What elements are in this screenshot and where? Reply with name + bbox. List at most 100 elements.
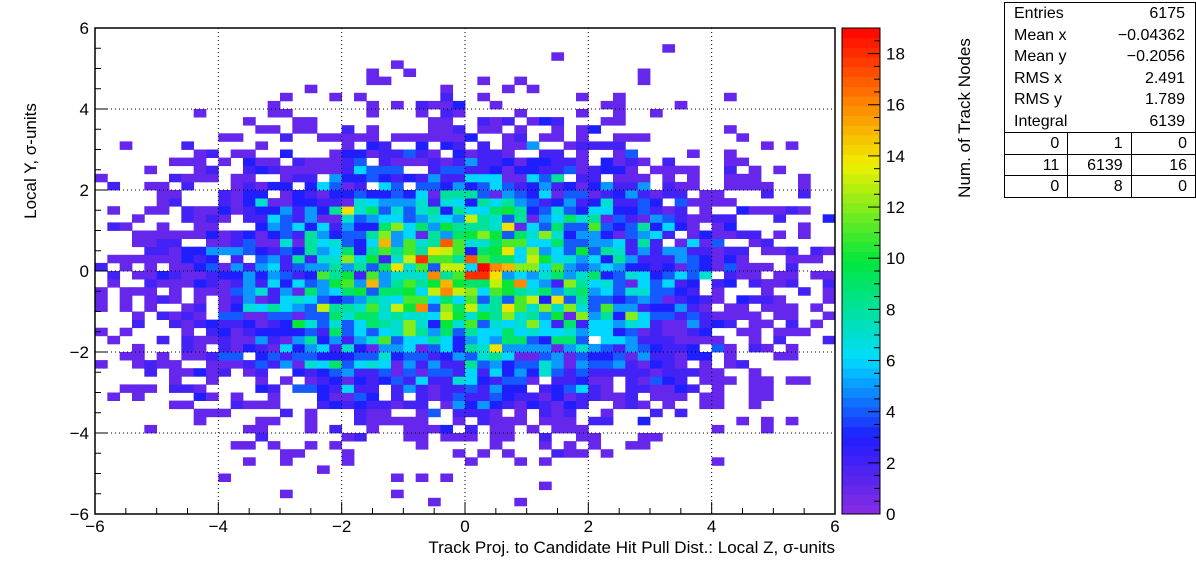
palette-band	[842, 232, 880, 243]
heatmap-cell	[563, 271, 577, 280]
heatmap-cell	[329, 238, 343, 248]
heatmap-cell	[230, 238, 244, 248]
heatmap-cell	[576, 109, 589, 118]
heatmap-cell	[477, 279, 491, 288]
palette-band	[842, 202, 880, 214]
heatmap-cell	[341, 343, 355, 353]
heatmap-cell	[329, 352, 343, 361]
heatmap-cell	[576, 376, 589, 385]
heatmap-cell	[280, 198, 293, 207]
heatmap-cell	[391, 279, 404, 288]
heatmap-cell	[317, 465, 330, 474]
stats-value: 6175	[1149, 5, 1185, 22]
heatmap-cell	[637, 246, 651, 256]
heatmap-cell	[304, 165, 318, 175]
heatmap-cell	[502, 117, 515, 126]
stats-row: RMS y 1.789	[1005, 89, 1195, 111]
heatmap-cell	[440, 165, 454, 175]
heatmap-cell	[526, 271, 540, 280]
heatmap-cell	[687, 214, 700, 223]
heatmap-cell	[378, 400, 392, 410]
heatmap-cell	[292, 352, 306, 361]
x-tick-label: −6	[85, 517, 104, 536]
heatmap-cell	[403, 424, 417, 434]
heatmap-cell	[403, 133, 417, 142]
heatmap-cell	[267, 352, 281, 361]
heatmap-cell	[243, 271, 256, 280]
heatmap-cell	[699, 335, 713, 345]
heatmap-cell	[317, 400, 330, 410]
heatmap-cell	[391, 60, 404, 69]
heatmap-cell	[502, 181, 515, 191]
heatmap-cell	[662, 214, 676, 223]
heatmap-cell	[354, 181, 367, 191]
palette-band	[842, 416, 880, 428]
heatmap-cell	[724, 343, 737, 353]
heatmap-cell	[576, 271, 589, 280]
heatmap-cell	[711, 262, 725, 272]
heatmap-cell	[662, 311, 676, 320]
heatmap-cell	[551, 287, 565, 296]
heatmap-cell	[144, 206, 158, 215]
heatmap-cell	[428, 408, 441, 418]
heatmap-cell	[403, 214, 417, 223]
heatmap-cell	[354, 327, 367, 337]
heatmap-cell	[267, 254, 281, 264]
heatmap-cell	[428, 384, 441, 393]
heatmap-cell	[144, 271, 158, 280]
heatmap-cell	[218, 327, 232, 337]
heatmap-cell	[588, 416, 602, 426]
heatmap-cell	[613, 141, 626, 150]
heatmap-cell	[625, 206, 639, 215]
heatmap-cell	[415, 416, 429, 426]
heatmap-cell	[341, 157, 355, 167]
heatmap-cell	[415, 343, 429, 353]
heatmap-cell	[724, 376, 737, 385]
heatmap-cell	[169, 254, 182, 264]
heatmap-cell	[440, 303, 454, 312]
heatmap-cell	[119, 141, 133, 150]
heatmap-cell	[193, 230, 207, 239]
heatmap-cell	[674, 165, 688, 175]
heatmap-cell	[687, 384, 700, 393]
heatmap-cell	[699, 262, 713, 272]
heatmap-cell	[600, 287, 614, 296]
heatmap-cell	[243, 311, 256, 320]
heatmap-cell	[576, 133, 589, 142]
heatmap-cell	[526, 222, 540, 231]
heatmap-cell	[711, 457, 725, 466]
heatmap-cell	[366, 198, 380, 207]
heatmap-cell	[477, 92, 491, 102]
heatmap-cell	[132, 311, 145, 320]
heatmap-cell	[539, 246, 552, 256]
heatmap-cell	[403, 173, 417, 183]
heatmap-cell	[489, 376, 503, 385]
stats-grid-cell: 0	[1005, 133, 1069, 155]
heatmap-cell	[391, 230, 404, 239]
heatmap-cell	[403, 206, 417, 215]
heatmap-cell	[563, 222, 577, 231]
heatmap-cell	[280, 327, 293, 337]
heatmap-cell	[243, 214, 256, 223]
heatmap-cell	[354, 408, 367, 418]
heatmap-cell	[539, 165, 552, 175]
stats-row: Entries 6175	[1005, 3, 1195, 25]
heatmap-cell	[489, 198, 503, 207]
heatmap-cell	[452, 384, 466, 393]
heatmap-cell	[761, 287, 774, 296]
heatmap-cell	[354, 352, 367, 361]
heatmap-cell	[600, 295, 614, 304]
heatmap-cell	[440, 222, 454, 231]
heatmap-cell	[156, 335, 170, 345]
palette-band	[842, 348, 880, 359]
heatmap-cell	[539, 441, 552, 450]
heatmap-cell	[600, 335, 614, 345]
heatmap-cell	[230, 303, 244, 312]
heatmap-cell	[181, 368, 195, 377]
heatmap-cell	[193, 335, 207, 345]
heatmap-cell	[304, 311, 318, 320]
heatmap-cell	[662, 360, 676, 369]
heatmap-cell	[378, 376, 392, 385]
heatmap-cell	[378, 262, 392, 272]
heatmap-cell	[169, 238, 182, 248]
